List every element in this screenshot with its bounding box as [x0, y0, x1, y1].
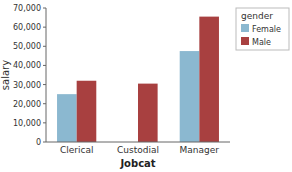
x-axis-line — [46, 142, 230, 143]
y-tick-label: 60,000 — [13, 23, 41, 32]
bar — [180, 51, 200, 142]
y-tick-label: 40,000 — [13, 61, 41, 70]
y-tick-label: 0 — [36, 138, 41, 147]
y-tick-label: 50,000 — [13, 42, 41, 51]
y-axis-label: salary — [0, 60, 11, 90]
x-axis-label: Jobcat — [119, 158, 155, 169]
legend-label: Female — [252, 25, 281, 34]
y-tick-label: 10,000 — [13, 119, 41, 128]
bar — [77, 81, 97, 142]
y-axis: 0 10,000 20,000 30,000 40,000 50,000 60,000 70,… — [13, 4, 46, 147]
legend-swatch — [241, 24, 249, 32]
legend: gender Female Male — [236, 8, 289, 50]
x-tick-label: Clerical — [60, 145, 94, 155]
x-tick-label: Manager — [180, 145, 220, 155]
legend-label: Male — [252, 38, 271, 47]
chart: 0 10,000 20,000 30,000 40,000 50,000 60,000 70,… — [0, 0, 292, 172]
bar — [199, 17, 219, 142]
bar — [138, 84, 158, 142]
bar — [57, 94, 77, 142]
legend-box — [236, 8, 289, 50]
y-axis-line — [46, 8, 47, 142]
bars — [57, 17, 219, 142]
legend-swatch — [241, 37, 249, 45]
y-tick-label: 70,000 — [13, 4, 41, 13]
x-tick-label: Custodial — [117, 145, 159, 155]
legend-title: gender — [241, 11, 273, 21]
y-tick-label: 20,000 — [13, 100, 41, 109]
y-tick-label: 30,000 — [13, 81, 41, 90]
